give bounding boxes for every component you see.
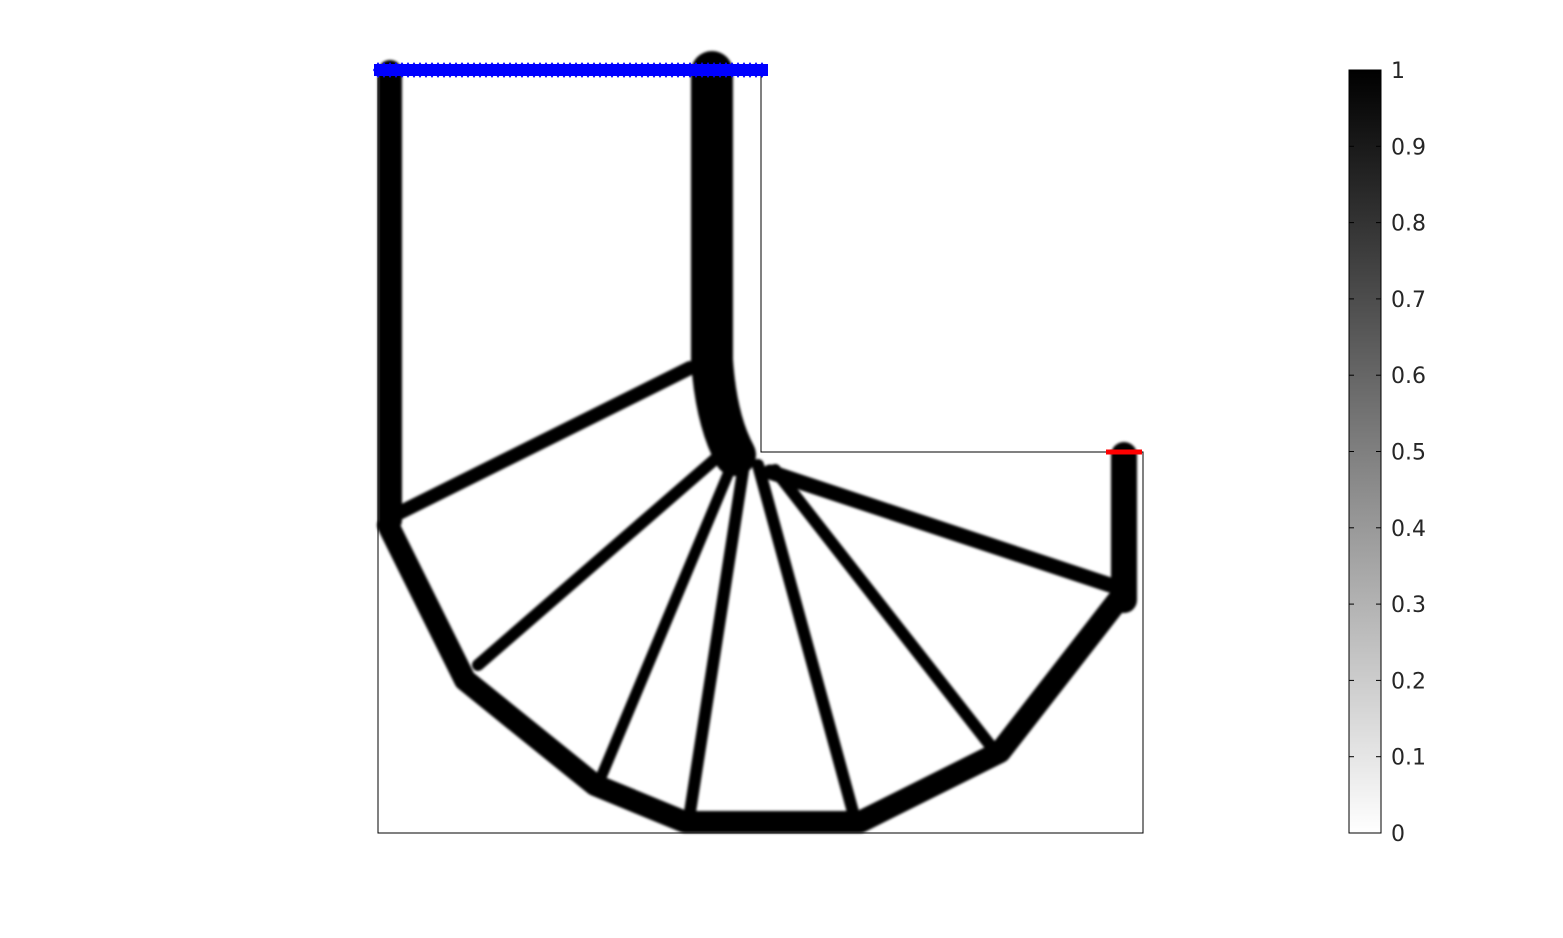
colorbar-tick-label: 0.9 (1391, 135, 1426, 160)
support-marker (565, 62, 575, 78)
support-marker (715, 62, 725, 78)
support-marker (601, 62, 611, 78)
support-marker (649, 62, 659, 78)
colorbar-tick-label: 0.5 (1391, 441, 1426, 466)
support-marker (451, 62, 461, 78)
colorbar-tick-label: 0.4 (1391, 517, 1426, 542)
support-marker (373, 62, 383, 78)
support-marker (571, 62, 581, 78)
inner-column (691, 51, 756, 476)
support-markers (373, 62, 768, 78)
support-marker (385, 62, 395, 78)
support-marker (739, 62, 749, 78)
colorbar-ticks: 0 0.1 0.2 0.3 0.4 0.5 0.6 0.7 0.8 0.9 1 (1349, 59, 1426, 847)
support-marker (583, 62, 593, 78)
spoke-3 (596, 449, 742, 781)
colorbar-tick-label: 0.3 (1391, 593, 1426, 618)
support-marker (673, 62, 683, 78)
material-layout (377, 51, 1137, 833)
spoke-5 (752, 459, 859, 818)
support-marker (613, 62, 623, 78)
colorbar-tick-label: 0.2 (1391, 669, 1426, 694)
support-marker (547, 62, 557, 78)
support-marker (751, 62, 761, 78)
support-marker (553, 62, 563, 78)
support-marker (529, 62, 539, 78)
support-marker (403, 62, 413, 78)
colorbar: 0 0.1 0.2 0.3 0.4 0.5 0.6 0.7 0.8 0.9 1 (1348, 59, 1426, 847)
support-marker (685, 62, 695, 78)
outer-chord (377, 449, 1133, 833)
support-marker (415, 62, 425, 78)
support-marker (481, 62, 491, 78)
support-marker (631, 62, 641, 78)
support-marker (535, 62, 545, 78)
colorbar-tick-label: 0.1 (1391, 746, 1426, 771)
colorbar-tick-label: 0 (1391, 822, 1405, 847)
support-marker (523, 62, 533, 78)
support-marker (517, 62, 527, 78)
support-marker (457, 62, 467, 78)
support-marker (445, 62, 455, 78)
colorbar-tick-label: 0.6 (1391, 364, 1426, 389)
support-marker (493, 62, 503, 78)
support-marker (505, 62, 515, 78)
support-marker (439, 62, 449, 78)
support-marker (679, 62, 689, 78)
support-marker (589, 62, 599, 78)
support-marker (643, 62, 653, 78)
spoke-6 (769, 464, 996, 751)
support-marker (433, 62, 443, 78)
colorbar-tick-label: 0.8 (1391, 212, 1426, 237)
spoke-1 (388, 361, 697, 522)
colorbar-tick-label: 1 (1391, 59, 1405, 84)
support-marker (619, 62, 629, 78)
spoke-7 (762, 464, 1118, 593)
support-marker (379, 62, 389, 78)
support-marker (667, 62, 677, 78)
support-marker (655, 62, 665, 78)
support-marker (721, 62, 731, 78)
spoke-2 (472, 442, 734, 671)
spoke-4 (684, 452, 751, 818)
support-marker (607, 62, 617, 78)
support-marker (499, 62, 509, 78)
support-marker (469, 62, 479, 78)
support-marker (541, 62, 551, 78)
support-marker (757, 62, 767, 78)
support-marker (691, 62, 701, 78)
support-marker (463, 62, 473, 78)
support-marker (487, 62, 497, 78)
support-marker (697, 62, 707, 78)
support-marker (595, 62, 605, 78)
support-marker (559, 62, 569, 78)
support-marker (427, 62, 437, 78)
colorbar-tick-label: 0.7 (1391, 288, 1426, 313)
support-marker (475, 62, 485, 78)
support-marker (733, 62, 743, 78)
colorbar-gradient (1348, 69, 1382, 834)
support-marker (703, 62, 713, 78)
support-marker (745, 62, 755, 78)
support-marker (637, 62, 647, 78)
support-marker (397, 62, 407, 78)
support-marker (625, 62, 635, 78)
support-marker (727, 62, 737, 78)
support-marker (421, 62, 431, 78)
support-marker (709, 62, 719, 78)
support-marker (409, 62, 419, 78)
support-marker (391, 62, 401, 78)
support-marker (511, 62, 521, 78)
support-marker (661, 62, 671, 78)
support-marker (577, 62, 587, 78)
